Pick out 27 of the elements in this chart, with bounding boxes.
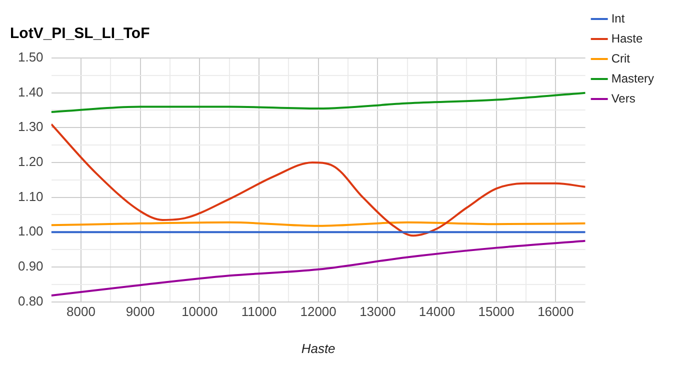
x-axis-title: Haste [301,340,336,356]
y-tick-label: 0.90 [18,258,44,274]
y-tick-label: 1.20 [18,154,44,170]
legend-label: Int [611,11,626,26]
y-tick-label: 0.80 [18,293,44,308]
x-tick-label: 12000 [300,304,336,320]
legend-label: Haste [611,31,643,46]
y-tick-label: 1.00 [18,224,44,239]
chart-title: LotV_PI_SL_LI_ToF [10,25,150,42]
line-series [51,240,586,297]
y-tick-label: 1.40 [18,84,44,100]
x-tick-label: 15000 [478,304,514,320]
x-tick-label: 10000 [182,304,218,320]
x-tick-label: 8000 [66,304,96,320]
x-tick-label: 13000 [360,304,396,320]
line-series [51,92,586,113]
y-tick-label: 1.30 [18,119,44,134]
x-tick-label: 16000 [538,304,574,320]
x-tick-label: 11000 [241,304,277,320]
y-tick-label: 1.10 [18,188,44,204]
y-tick-label: 1.50 [18,50,44,65]
legend-label: Vers [611,91,636,106]
legend-label: Crit [611,51,631,66]
x-tick-label: 9000 [126,304,155,320]
x-tick-label: 14000 [418,304,456,320]
legend-label: Mastery [611,71,654,86]
line-series [51,123,586,237]
